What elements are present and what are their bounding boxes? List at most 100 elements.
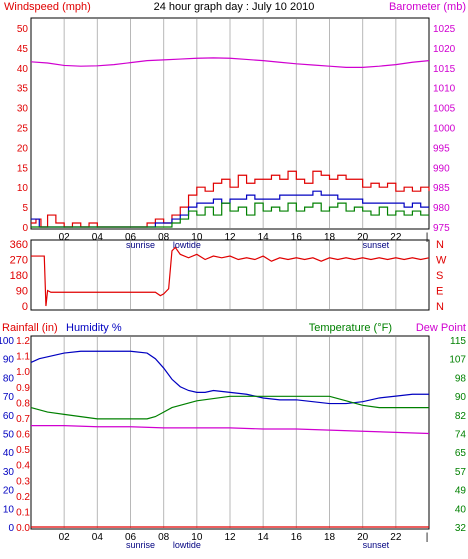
wind-tick-30: 30 xyxy=(17,104,29,115)
x-tick-label-0-16: 16 xyxy=(291,232,303,243)
rain-tick-11: 1.1 xyxy=(16,352,30,363)
dir-tick-90: 90 xyxy=(16,286,28,298)
dir-compass-4: N xyxy=(436,301,444,313)
x-tick-label-1-06: 06 xyxy=(125,532,137,543)
temp-tick-32: 32 xyxy=(455,523,467,534)
x-tick-end-1: | xyxy=(426,532,429,543)
dir-compass-0: N xyxy=(436,239,444,251)
windspeed-axis-title: Windspeed (mph) xyxy=(4,1,91,13)
humidity-tick-50: 50 xyxy=(3,430,15,441)
wind-tick-25: 25 xyxy=(17,124,29,135)
rain-tick-8: 0.8 xyxy=(16,398,30,409)
baro-tick-975: 975 xyxy=(433,223,450,234)
lowtide-label-0: lowtide xyxy=(173,240,201,250)
sunset-label-0: sunset xyxy=(363,240,390,250)
x-tick-label-0-20: 20 xyxy=(357,232,369,243)
baro-tick-995: 995 xyxy=(433,143,450,154)
baro-tick-1005: 1005 xyxy=(433,104,456,115)
temp-tick-49: 49 xyxy=(455,486,467,497)
baro-tick-1010: 1010 xyxy=(433,84,456,95)
x-tick-label-1-12: 12 xyxy=(224,532,236,543)
dir-tick-360: 360 xyxy=(10,239,28,251)
x-tick-label-1-22: 22 xyxy=(390,532,402,543)
temp-tick-98: 98 xyxy=(455,373,467,384)
wind-series-red-0 xyxy=(31,170,430,228)
humidity-tick-60: 60 xyxy=(3,411,15,422)
dir-tick-0: 0 xyxy=(22,301,28,313)
x-tick-label-0-12: 12 xyxy=(224,232,236,243)
wind-series-green-2 xyxy=(31,202,429,228)
x-tick-label-0-14: 14 xyxy=(258,232,270,243)
sunrise-label-0: sunrise xyxy=(126,240,155,250)
temp-tick-107: 107 xyxy=(449,355,466,366)
dir-tick-270: 270 xyxy=(10,255,28,267)
chart-dynamic-layer: 02 04 06 08 10 12 14 16 18 20 22 | sunrise lowtide sun… xyxy=(0,19,466,550)
rain-tick-2: 0.2 xyxy=(16,492,30,503)
humidity-axis-title: Humidity % xyxy=(66,322,122,334)
x-tick-label-0-06: 06 xyxy=(125,232,137,243)
temp-tick-40: 40 xyxy=(455,504,467,515)
humidity-tick-40: 40 xyxy=(3,448,15,459)
humidity-tick-80: 80 xyxy=(3,373,15,384)
dir-compass-1: W xyxy=(436,255,447,267)
wind-series-blue-1 xyxy=(31,190,429,228)
rain-tick-1: 0.1 xyxy=(16,507,30,518)
humidity-series-blue-0 xyxy=(30,350,429,405)
humidity-tick-30: 30 xyxy=(3,467,15,478)
barometer-axis-title: Barometer (mb) xyxy=(389,1,466,13)
temp-tick-57: 57 xyxy=(455,467,467,478)
dir-compass-3: E xyxy=(436,286,443,298)
humidity-tick-90: 90 xyxy=(3,355,15,366)
humidity-tick-10: 10 xyxy=(3,504,15,515)
temp-tick-82: 82 xyxy=(455,411,467,422)
humidity-tick-20: 20 xyxy=(3,486,15,497)
wind-tick-35: 35 xyxy=(17,84,29,95)
humidity-tick-70: 70 xyxy=(3,392,15,403)
temperature-axis-title: Temperature (°F) xyxy=(309,322,392,334)
rain-tick-4: 0.4 xyxy=(16,461,30,472)
rain-tick-12: 1.2 xyxy=(16,336,30,347)
wind-tick-10: 10 xyxy=(17,183,29,194)
x-tick-label-1-20: 20 xyxy=(357,532,369,543)
x-tick-label-1-16: 16 xyxy=(291,532,303,543)
wind-tick-40: 40 xyxy=(17,64,29,75)
rainfall-axis-title: Rainfall (in) xyxy=(2,322,58,334)
rain-tick-5: 0.5 xyxy=(16,445,30,456)
x-tick-label-1-02: 02 xyxy=(59,532,71,543)
wind-tick-20: 20 xyxy=(17,143,29,154)
humidity-series-magenta-2 xyxy=(31,425,430,435)
wind-tick-0: 0 xyxy=(22,223,28,234)
rain-tick-6: 0.6 xyxy=(16,430,30,441)
rain-tick-9: 0.9 xyxy=(16,383,30,394)
x-tick-label-1-14: 14 xyxy=(258,532,270,543)
rain-tick-3: 0.3 xyxy=(16,476,30,487)
baro-tick-1015: 1015 xyxy=(433,64,456,75)
baro-tick-1025: 1025 xyxy=(433,24,456,35)
sunrise-label-1: sunrise xyxy=(126,540,155,550)
x-tick-label-0-02: 02 xyxy=(59,232,71,243)
wind-tick-5: 5 xyxy=(22,203,28,214)
chart-title: 24 hour graph day : July 10 2010 xyxy=(154,1,315,13)
x-tick-label-1-04: 04 xyxy=(92,532,104,543)
temp-tick-74: 74 xyxy=(455,430,467,441)
baro-tick-980: 980 xyxy=(433,203,450,214)
x-tick-label-0-08: 08 xyxy=(158,232,170,243)
dir-tick-180: 180 xyxy=(10,270,28,282)
wind-tick-15: 15 xyxy=(17,163,29,174)
baro-tick-990: 990 xyxy=(433,163,450,174)
humidity-series-green-1 xyxy=(30,395,429,420)
wind-tick-50: 50 xyxy=(17,24,29,35)
humidity-tick-100: 100 xyxy=(0,336,14,347)
baro-tick-1020: 1020 xyxy=(433,44,456,55)
x-tick-label-1-18: 18 xyxy=(324,532,336,543)
baro-tick-1000: 1000 xyxy=(433,124,456,135)
x-tick-label-1-10: 10 xyxy=(191,532,203,543)
rain-tick-10: 1.0 xyxy=(16,367,30,378)
temp-tick-65: 65 xyxy=(455,448,467,459)
x-tick-label-0-18: 18 xyxy=(324,232,336,243)
wind-tick-45: 45 xyxy=(17,44,29,55)
sunset-label-1: sunset xyxy=(363,540,390,550)
dir-compass-2: S xyxy=(436,270,443,282)
temp-tick-115: 115 xyxy=(450,336,466,347)
x-tick-label-1-08: 08 xyxy=(158,532,170,543)
